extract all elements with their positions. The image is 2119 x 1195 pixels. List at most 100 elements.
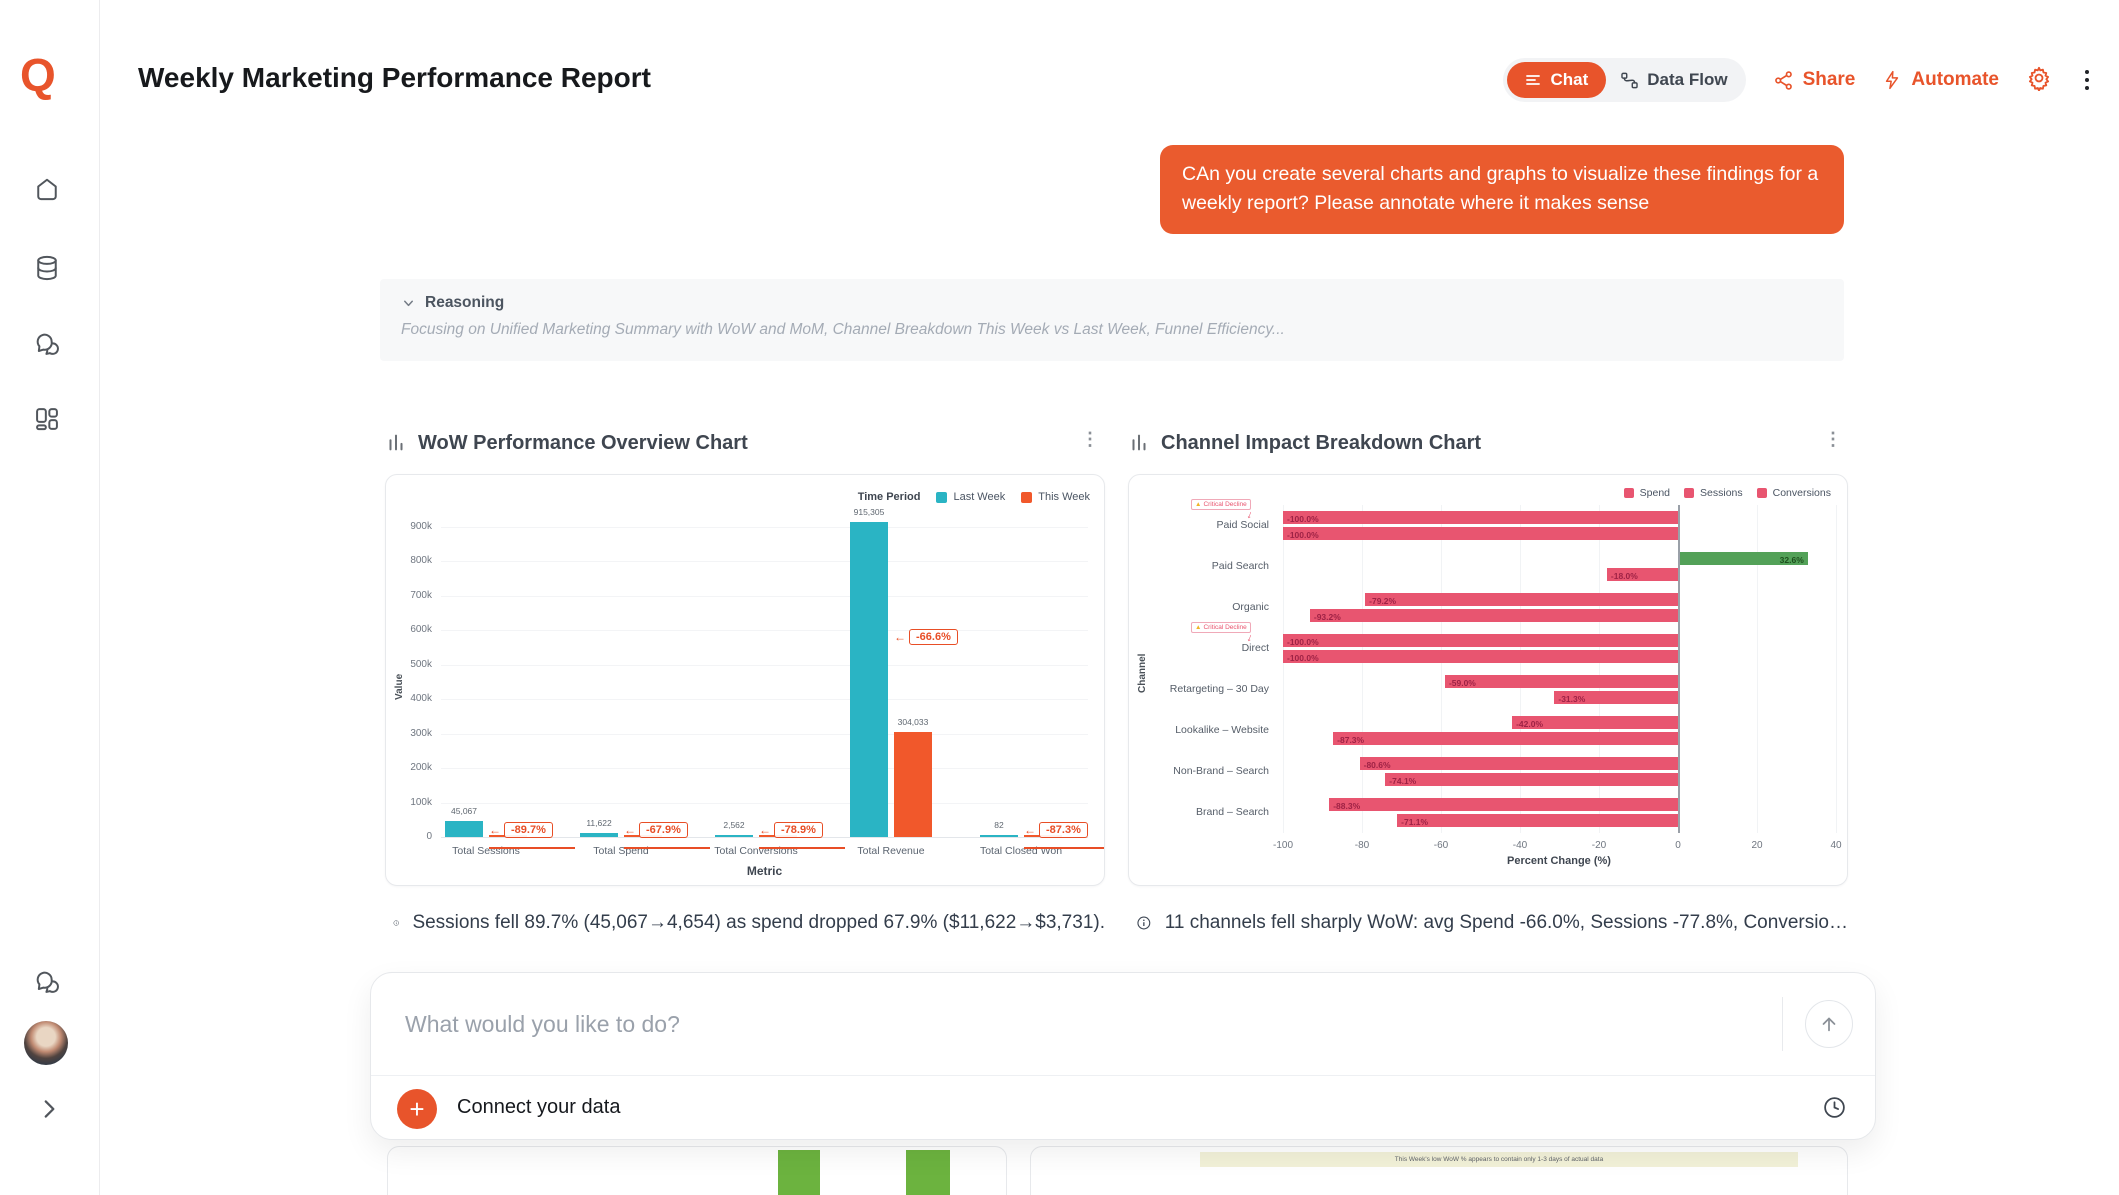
clock-icon[interactable] — [1822, 1095, 1847, 1125]
legend-label: Sessions — [1700, 487, 1743, 499]
warning-text: Critical Decline — [1203, 623, 1247, 631]
hbar-value-label: -100.0% — [1287, 636, 1319, 647]
x-axis-title: Metric — [746, 864, 783, 878]
bar-value-label: 82 — [994, 820, 1004, 830]
y-tick-label: 500k — [410, 658, 432, 670]
gridline-v — [1441, 505, 1442, 833]
hbar: -93.2% — [1309, 609, 1678, 622]
warning-text: Critical Decline — [1203, 500, 1247, 508]
x-tick-label: 20 — [1751, 840, 1763, 851]
channel-label: Direct — [1241, 641, 1269, 654]
legend-swatch — [936, 491, 948, 503]
expand-sidebar-icon[interactable] — [36, 1096, 66, 1126]
legend-label: Spend — [1639, 487, 1671, 499]
legend-item: Sessions — [1684, 487, 1743, 499]
chat-history-icon[interactable] — [33, 968, 63, 998]
gridline-h — [441, 733, 1088, 735]
tab-chat-label: Chat — [1550, 70, 1589, 89]
bar-value-label: 11,622 — [586, 817, 612, 828]
legend-swatch — [1684, 488, 1695, 498]
chart1-title: WoW Performance Overview Chart — [418, 431, 748, 454]
reasoning-toggle[interactable]: Reasoning — [401, 294, 1823, 312]
chart2-card: -100 -80 -60 -40 -20 0 20 40 Paid Social -100.0% -… — [1128, 474, 1848, 886]
bar-last-week — [580, 832, 618, 837]
peek-green-bar — [906, 1150, 950, 1195]
automate-button[interactable]: Automate — [1882, 69, 1999, 91]
x-tick-label: -40 — [1512, 840, 1528, 851]
x-category-label: Total Revenue — [857, 845, 925, 857]
hbar-value-label: -31.3% — [1558, 693, 1586, 704]
gridline-h — [441, 561, 1088, 563]
header-actions: Chat Data Flow Share Automate — [1503, 58, 2095, 102]
y-tick-label: 900k — [410, 521, 432, 532]
app-logo[interactable]: Q — [20, 49, 56, 101]
bar-last-week — [445, 821, 483, 837]
y-axis-title: Value — [394, 673, 405, 700]
annotation-underline — [1024, 847, 1104, 849]
sidebar: Q — [0, 0, 100, 1195]
share-button[interactable]: Share — [1773, 69, 1856, 91]
bar-value-label: 915,305 — [853, 506, 885, 517]
dashboard-icon[interactable] — [33, 405, 63, 435]
channel-label: Non-Brand – Search — [1173, 764, 1269, 777]
hbar-value-label: -71.1% — [1401, 816, 1429, 827]
plus-icon[interactable]: + — [397, 1089, 437, 1129]
chart1-caption: Sessions fell 89.7% (45,067→4,654) as sp… — [393, 908, 1105, 938]
lightning-icon — [1886, 70, 1899, 90]
annotation-box: -78.9% — [774, 822, 823, 838]
share-label: Share — [1802, 69, 1856, 90]
annotation-arrow-icon: ← — [759, 823, 771, 837]
chart2-title: Channel Impact Breakdown Chart — [1161, 431, 1482, 454]
chart1-caption-text: Sessions fell 89.7% (45,067→4,654) as sp… — [412, 912, 1105, 933]
legend-item: Last Week — [936, 491, 1005, 503]
bar-value-label: 2,562 — [723, 820, 745, 830]
info-icon — [393, 920, 399, 926]
hbar-value-label: -100.0% — [1287, 652, 1319, 663]
composer-input[interactable] — [405, 973, 1785, 1075]
gridline-h — [441, 527, 1088, 528]
annotation-arrow-icon: ← — [624, 823, 636, 837]
settings-gear-icon[interactable] — [2026, 65, 2052, 96]
x-axis-title: Percent Change (%) — [1507, 855, 1611, 867]
bar-value-label: 45,067 — [451, 806, 477, 817]
overflow-menu-icon[interactable] — [2079, 66, 2095, 94]
hbar: -59.0% — [1444, 675, 1678, 688]
chart2-menu-kebab[interactable]: ⋮ — [1824, 429, 1842, 449]
chats-icon[interactable] — [33, 330, 63, 360]
channel-label: Lookalike – Website — [1175, 723, 1269, 736]
hbar-value-label: -100.0% — [1287, 513, 1319, 524]
hbar: -71.1% — [1397, 814, 1678, 827]
chart1-header: WoW Performance Overview Chart ⋮ — [385, 426, 1105, 460]
warning-icon: ▲ — [1195, 623, 1202, 631]
warning-icon: ▲ — [1195, 500, 1202, 508]
send-button[interactable] — [1805, 1000, 1853, 1048]
hbar-value-label: -87.3% — [1337, 734, 1365, 745]
y-tick-label: 700k — [410, 589, 432, 601]
database-icon[interactable] — [33, 254, 63, 284]
x-axis-line — [441, 837, 1088, 838]
annotation-underline — [759, 847, 845, 849]
chart2-legend: Spend Sessions Conversions — [1623, 487, 1831, 499]
home-icon[interactable] — [33, 176, 63, 206]
legend-item: This Week — [1021, 491, 1090, 503]
hbar-value-label: -79.2% — [1369, 595, 1397, 606]
composer-divider — [1782, 997, 1783, 1051]
hbar-value-label: -100.0% — [1287, 529, 1319, 540]
tab-data-flow[interactable]: Data Flow — [1606, 62, 1741, 98]
data-flow-icon — [1621, 72, 1638, 88]
chart1-legend: Time Period Last Week This Week — [858, 491, 1090, 503]
channel-label: Paid Search — [1211, 559, 1269, 572]
chart1-menu-kebab[interactable]: ⋮ — [1081, 429, 1099, 449]
chevron-down-icon — [404, 300, 413, 306]
connect-data-button[interactable]: Connect your data — [457, 1096, 621, 1118]
hbar-value-label: 32.6% — [1779, 554, 1804, 565]
gridline-h — [441, 664, 1088, 666]
hbar-value-label: -74.1% — [1389, 775, 1417, 786]
chart2-caption: 11 channels fell sharply WoW: avg Spend … — [1136, 908, 1848, 938]
tab-chat[interactable]: Chat — [1507, 62, 1607, 98]
annotation-underline — [624, 847, 710, 849]
user-avatar[interactable] — [24, 1021, 68, 1065]
composer: + Connect your data — [370, 972, 1876, 1140]
automate-label: Automate — [1911, 69, 1999, 90]
hbar-value-label: -18.0% — [1610, 570, 1638, 581]
